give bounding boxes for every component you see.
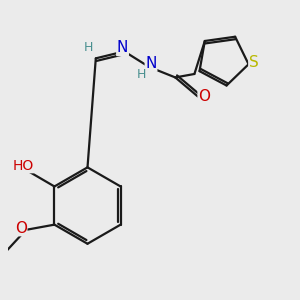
Text: N: N bbox=[117, 40, 128, 56]
Text: H: H bbox=[137, 68, 146, 81]
Text: O: O bbox=[15, 220, 27, 236]
Text: S: S bbox=[249, 55, 259, 70]
Text: O: O bbox=[198, 89, 210, 104]
Text: HO: HO bbox=[13, 159, 34, 172]
Text: H: H bbox=[84, 41, 94, 54]
Text: N: N bbox=[145, 56, 157, 71]
